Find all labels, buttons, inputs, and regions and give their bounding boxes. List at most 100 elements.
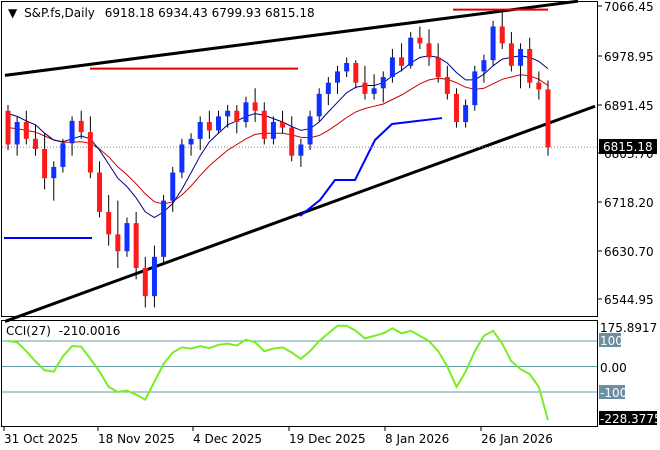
candle-body <box>444 77 450 94</box>
cci-line <box>7 324 549 421</box>
candle-body <box>399 57 405 66</box>
cci-level-tag <box>599 385 625 399</box>
trendline <box>4 0 579 77</box>
candle-body <box>518 48 524 66</box>
candle-body <box>225 110 231 117</box>
candle-body <box>389 57 395 78</box>
candle-body <box>87 132 93 173</box>
candle-body <box>280 121 286 128</box>
symbol-label: S&P.fs,Daily <box>24 6 95 20</box>
candle-body <box>179 144 185 173</box>
price-tick: 6544.95 <box>604 293 654 307</box>
candle-body <box>51 166 57 179</box>
candle-body <box>133 223 139 269</box>
cci-series-layer <box>2 324 597 421</box>
candle-body <box>151 256 157 297</box>
candle-body <box>261 110 267 139</box>
candle-body <box>472 71 478 106</box>
candle-body <box>545 89 551 148</box>
candle-body <box>344 62 350 72</box>
candle-body <box>362 82 368 94</box>
price-tick: 7066.45 <box>604 0 654 14</box>
candle-body <box>60 143 66 167</box>
candle-body <box>325 82 331 94</box>
candle-body <box>334 71 340 83</box>
candle-body <box>32 138 38 149</box>
header-arrow-icon: ▼ <box>8 6 18 20</box>
time-label: 19 Dec 2025 <box>289 432 366 446</box>
cci-title: CCI(27) -210.0016 <box>6 324 120 338</box>
candle-body <box>106 211 112 235</box>
candle-body <box>161 200 167 257</box>
candle-body <box>23 121 29 139</box>
ohlc-values: 6918.18 6934.43 6799.93 6815.18 <box>105 6 315 20</box>
candle-body <box>124 223 130 252</box>
candle-body <box>380 77 386 89</box>
support-line <box>299 117 443 217</box>
candle-body <box>435 57 441 78</box>
price-series-layer <box>2 0 598 323</box>
current-price-label: 6815.18 <box>603 140 653 154</box>
cci-current-tag <box>599 411 657 425</box>
candle-body <box>536 82 542 90</box>
ma-fast-line <box>7 55 549 219</box>
time-label: 31 Oct 2025 <box>4 432 78 446</box>
candle-body <box>408 37 414 66</box>
candle-body <box>197 121 203 139</box>
candle-body <box>142 268 148 297</box>
chart-header: ▼ S&P.fs,Daily 6918.18 6934.43 6799.93 6… <box>8 6 315 20</box>
candle-body <box>426 43 432 58</box>
main-panel-frame <box>1 1 598 317</box>
trendline <box>4 104 596 323</box>
time-label: 26 Jan 2026 <box>481 432 553 446</box>
cci-tick: -228.3775 <box>600 412 660 426</box>
candle-body <box>353 62 359 83</box>
candle-body <box>481 60 487 72</box>
time-label: 18 Nov 2025 <box>98 432 175 446</box>
candle-body <box>69 120 75 144</box>
candle-body <box>14 121 20 145</box>
candle-body <box>298 144 304 156</box>
candle-body <box>115 234 121 252</box>
candle-body <box>270 121 276 139</box>
current-price-tag <box>599 139 657 154</box>
cci-axis: 175.8917 100 0.00 -100 -228.3775 <box>599 321 660 426</box>
cci-tick: 0.00 <box>600 361 627 375</box>
price-tick: 6630.70 <box>604 245 654 259</box>
time-axis: 31 Oct 2025 18 Nov 2025 4 Dec 2025 19 De… <box>3 427 553 446</box>
cci-level-tag <box>599 333 621 347</box>
candle-body <box>97 172 103 212</box>
candle-body <box>78 120 84 133</box>
cci-value: -210.0016 <box>59 324 121 338</box>
price-tick: 6891.45 <box>604 99 654 113</box>
candle-body <box>453 93 459 122</box>
candle-body <box>5 110 11 145</box>
candle-body <box>243 102 249 122</box>
cci-panel-frame <box>1 320 598 427</box>
candle-body <box>216 116 222 131</box>
price-tick: 6978.95 <box>604 50 654 64</box>
time-label: 4 Dec 2025 <box>193 432 262 446</box>
cci-tick: 100 <box>600 334 623 348</box>
candle-body <box>490 26 496 61</box>
candle-body <box>206 121 212 131</box>
candle-body <box>371 88 377 94</box>
candle-body <box>417 37 423 44</box>
candle-body <box>170 172 176 201</box>
candle-body <box>188 138 194 145</box>
candle-body <box>42 148 48 179</box>
candle-body <box>252 102 258 111</box>
candle-body <box>316 93 322 117</box>
candle-body <box>307 116 313 145</box>
candle-body <box>499 26 505 44</box>
time-label: 8 Jan 2026 <box>385 432 449 446</box>
cci-tick: 175.8917 <box>600 321 657 335</box>
candle-body <box>463 105 469 122</box>
candle-body <box>234 110 240 122</box>
candle-body <box>289 127 295 156</box>
candle-body <box>527 48 533 83</box>
cci-tick: -100 <box>600 386 627 400</box>
price-axis: 7066.45 6978.95 6891.45 6803.70 6718.20 … <box>598 0 654 307</box>
candle-body <box>508 43 514 66</box>
